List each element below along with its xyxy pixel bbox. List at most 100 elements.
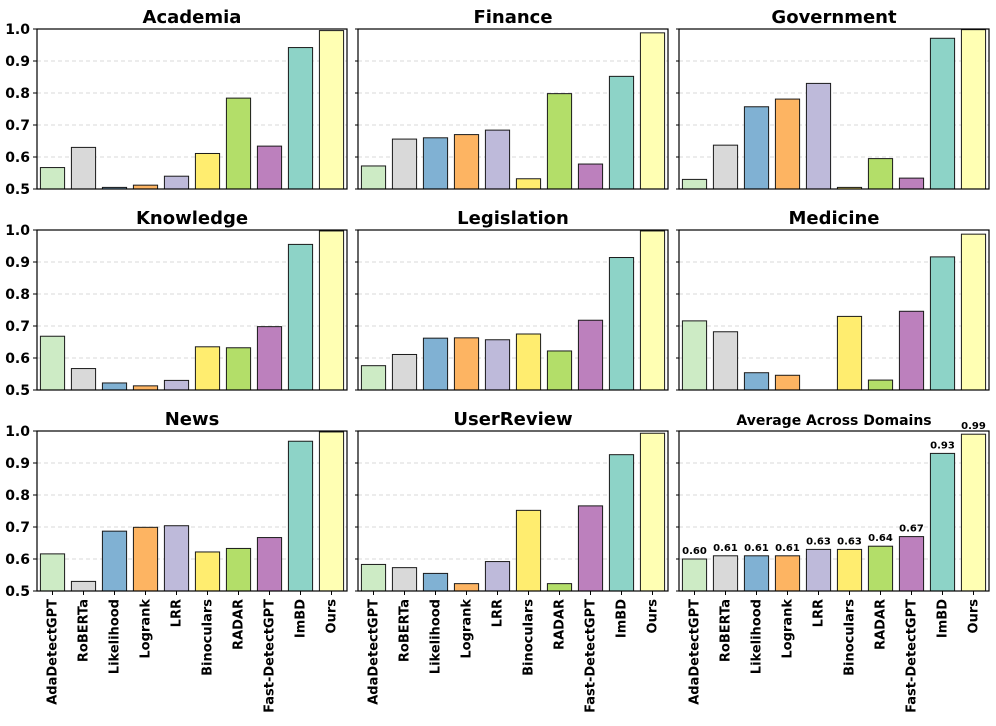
bar-lrr	[484, 561, 511, 592]
bar-adadetectgpt	[681, 178, 708, 190]
bar-fast-detectgpt	[898, 177, 925, 190]
bar-radar	[225, 547, 252, 592]
data-label: 0.64	[868, 533, 893, 544]
panel-news: News 0.5 0.6 0.7 0.8 0.9 1.0 AdaDetectGPT RoBERT…	[5, 409, 348, 713]
bar-adadetectgpt	[39, 553, 66, 592]
x-tick-label: RADAR	[874, 599, 889, 650]
bar-adadetectgpt	[360, 165, 387, 190]
axes-frame	[36, 430, 348, 592]
panel-title: Average Across Domains	[736, 413, 931, 429]
bar-roberta	[70, 580, 97, 592]
bar-lrr	[805, 548, 832, 592]
bar-likelihood	[101, 382, 128, 391]
data-label: 0.99	[961, 421, 986, 432]
y-tick-label: 0.6	[5, 150, 30, 166]
bar-roberta	[391, 353, 418, 391]
x-tick-label: Ours	[325, 599, 340, 634]
bar-lrr	[163, 175, 190, 190]
bar-ours	[639, 230, 666, 391]
bar-roberta	[391, 567, 418, 592]
x-tick-label: AdaDetectGPT	[688, 599, 703, 705]
y-tick-label: 1.0	[5, 223, 30, 239]
x-tick-label: Ours	[646, 599, 661, 634]
axes-frame	[36, 229, 348, 391]
bar-lrr	[484, 339, 511, 391]
bar-binoculars	[194, 551, 221, 592]
x-tick-label: RADAR	[553, 599, 568, 650]
bar-adadetectgpt	[681, 320, 708, 391]
bar-likelihood	[743, 372, 770, 391]
x-tick-label: RoBERTa	[398, 599, 413, 662]
bar-fast-detectgpt	[577, 319, 604, 391]
bar-ours	[639, 432, 666, 592]
y-tick-label: 1.0	[5, 22, 30, 38]
x-tick-label: Logrank	[781, 599, 796, 659]
bar-imbd	[608, 257, 635, 391]
panel-title: Medicine	[788, 208, 879, 229]
panel-title: Finance	[473, 7, 552, 28]
x-tick-label: Binoculars	[201, 599, 216, 676]
bar-adadetectgpt	[360, 563, 387, 592]
y-tick-label: 0.8	[5, 86, 30, 102]
x-tick-label: AdaDetectGPT	[46, 599, 61, 705]
bar-binoculars	[194, 152, 221, 190]
bar-radar	[867, 158, 894, 190]
panel-medicine: Medicine	[676, 208, 990, 391]
bar-imbd	[929, 37, 956, 190]
axes-frame	[678, 229, 990, 391]
bar-lrr	[484, 129, 511, 190]
x-tick-label: Logrank	[460, 599, 475, 659]
bar-logrank	[453, 337, 480, 391]
x-tick-label: Fast-DetectGPT	[905, 599, 920, 713]
panel-academia: Academia 0.5 0.6 0.7 0.8 0.9 1.0	[5, 7, 348, 198]
bar-adadetectgpt	[39, 335, 66, 391]
panel-finance: Finance	[355, 7, 669, 190]
x-tick-label: RoBERTa	[77, 599, 92, 662]
y-tick-label: 0.9	[5, 255, 30, 271]
panel-title: Government	[771, 7, 897, 28]
x-tick-label: Logrank	[139, 599, 154, 659]
bar-imbd	[608, 75, 635, 190]
data-label: 0.61	[775, 543, 800, 554]
bar-ours	[960, 433, 987, 592]
bar-ours	[318, 230, 345, 391]
y-tick-label: 0.6	[5, 552, 30, 568]
y-tick-label: 0.8	[5, 287, 30, 303]
x-tick-label: Likelihood	[429, 599, 444, 674]
data-label: 0.63	[837, 536, 862, 547]
data-label: 0.60	[682, 546, 707, 557]
bar-lrr	[163, 525, 190, 592]
data-label: 0.63	[806, 536, 831, 547]
y-tick-label: 0.6	[5, 351, 30, 367]
bar-imbd	[929, 256, 956, 391]
bar-logrank	[774, 374, 801, 391]
bar-likelihood	[422, 337, 449, 391]
bar-imbd	[929, 452, 956, 592]
bar-logrank	[774, 98, 801, 190]
data-label: 0.67	[899, 524, 924, 535]
bar-adadetectgpt	[360, 365, 387, 391]
bar-binoculars	[515, 333, 542, 391]
bar-radar	[225, 97, 252, 190]
y-tick-label: 0.5	[5, 383, 30, 399]
x-tick-label: Ours	[967, 599, 982, 634]
panel-legislation: Legislation	[355, 208, 669, 391]
axes-frame	[678, 430, 990, 592]
data-label: 0.93	[930, 440, 955, 451]
x-tick-label: ImBD	[294, 599, 309, 638]
axes-frame	[357, 229, 669, 391]
bar-binoculars	[836, 548, 863, 592]
bar-logrank	[132, 385, 159, 391]
bar-radar	[546, 583, 573, 592]
bar-likelihood	[422, 572, 449, 592]
axes-frame	[357, 430, 669, 592]
bar-ours	[318, 431, 345, 592]
bar-imbd	[287, 47, 314, 190]
bar-adadetectgpt	[39, 167, 66, 190]
axes-frame	[357, 28, 669, 190]
panel-government: Government	[676, 7, 990, 190]
data-label: 0.61	[713, 543, 738, 554]
y-tick-label: 0.7	[5, 319, 30, 335]
x-tick-label: RADAR	[232, 599, 247, 650]
